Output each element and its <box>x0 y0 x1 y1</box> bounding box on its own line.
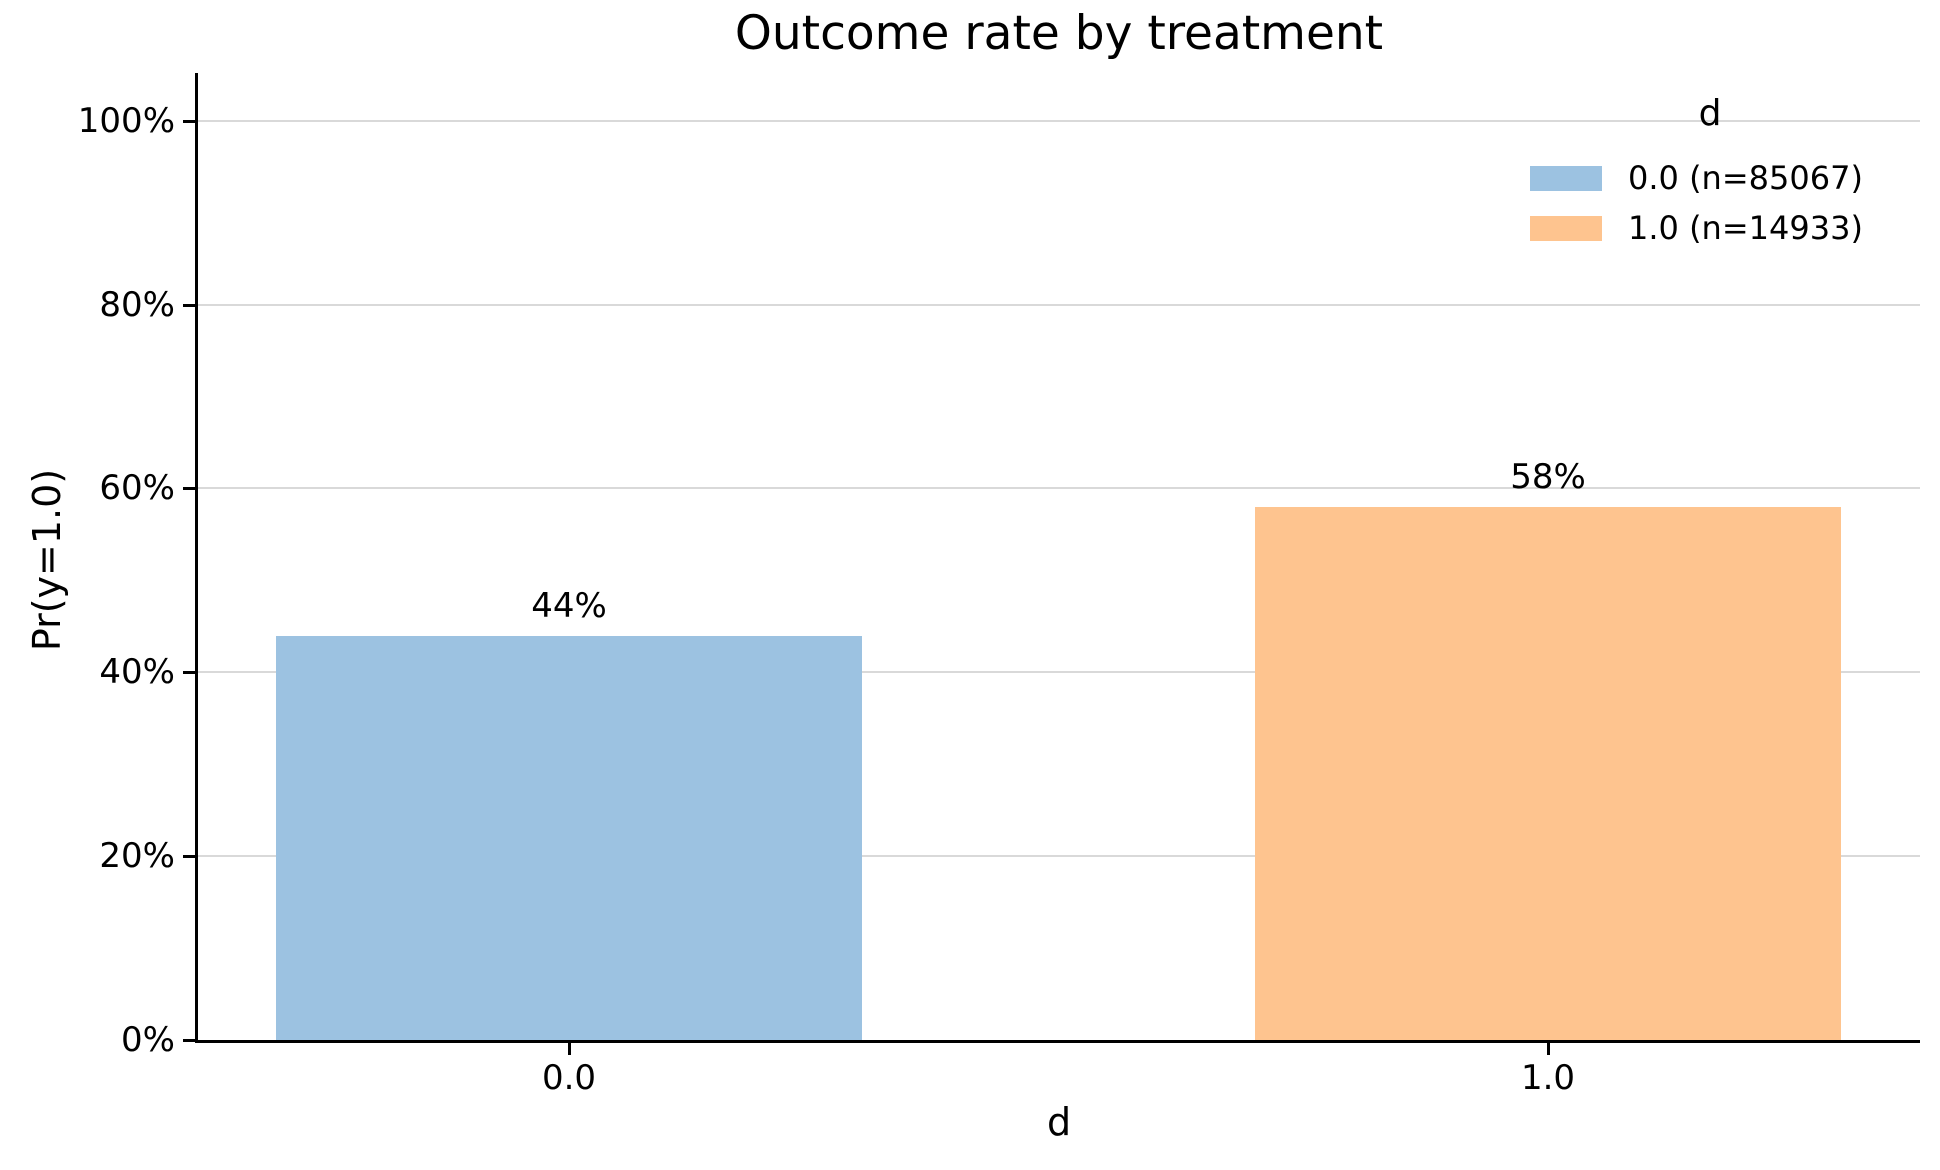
y-tickmark <box>183 304 195 307</box>
y-tickmark <box>183 855 195 858</box>
gridline <box>198 855 1920 857</box>
x-tickmark <box>1547 1043 1550 1055</box>
y-tickmark <box>183 671 195 674</box>
x-axis-label: d <box>1046 1100 1072 1144</box>
legend-swatch-blue-icon <box>1530 165 1602 191</box>
legend-title: d <box>1698 93 1722 134</box>
y-tick-label: 20% <box>99 836 175 876</box>
y-tickmark <box>183 487 195 490</box>
bar-1.0 <box>1255 507 1841 1040</box>
x-tickmark <box>568 1043 571 1055</box>
legend-entry-label: 1.0 (n=14933) <box>1628 209 1863 247</box>
y-tickmark <box>183 120 195 123</box>
x-tick-label: 1.0 <box>1520 1058 1576 1098</box>
legend-entry-label: 0.0 (n=85067) <box>1628 159 1863 197</box>
bar-0.0 <box>276 636 862 1040</box>
gridline <box>198 487 1920 489</box>
legend-entry: 0.0 (n=85067) <box>1530 162 1863 194</box>
gridline <box>198 304 1920 306</box>
y-tick-label: 0% <box>121 1020 175 1060</box>
gridline <box>198 120 1920 122</box>
x-axis-spine <box>195 1040 1920 1043</box>
bar-value-label: 58% <box>1510 457 1586 497</box>
y-axis-spine <box>195 73 198 1043</box>
legend-entry: 1.0 (n=14933) <box>1530 212 1863 244</box>
y-tick-label: 100% <box>77 101 175 141</box>
bar-value-label: 44% <box>531 586 607 626</box>
y-axis-label: Pr(y=1.0) <box>25 468 69 652</box>
y-tickmark <box>183 1039 195 1042</box>
y-tick-label: 60% <box>99 468 175 508</box>
chart-title: Outcome rate by treatment <box>734 6 1384 61</box>
x-tick-label: 0.0 <box>541 1058 597 1098</box>
legend-swatch-orange-icon <box>1530 215 1602 241</box>
y-tick-label: 80% <box>99 285 175 325</box>
y-tick-label: 40% <box>99 652 175 692</box>
gridline <box>198 671 1920 673</box>
